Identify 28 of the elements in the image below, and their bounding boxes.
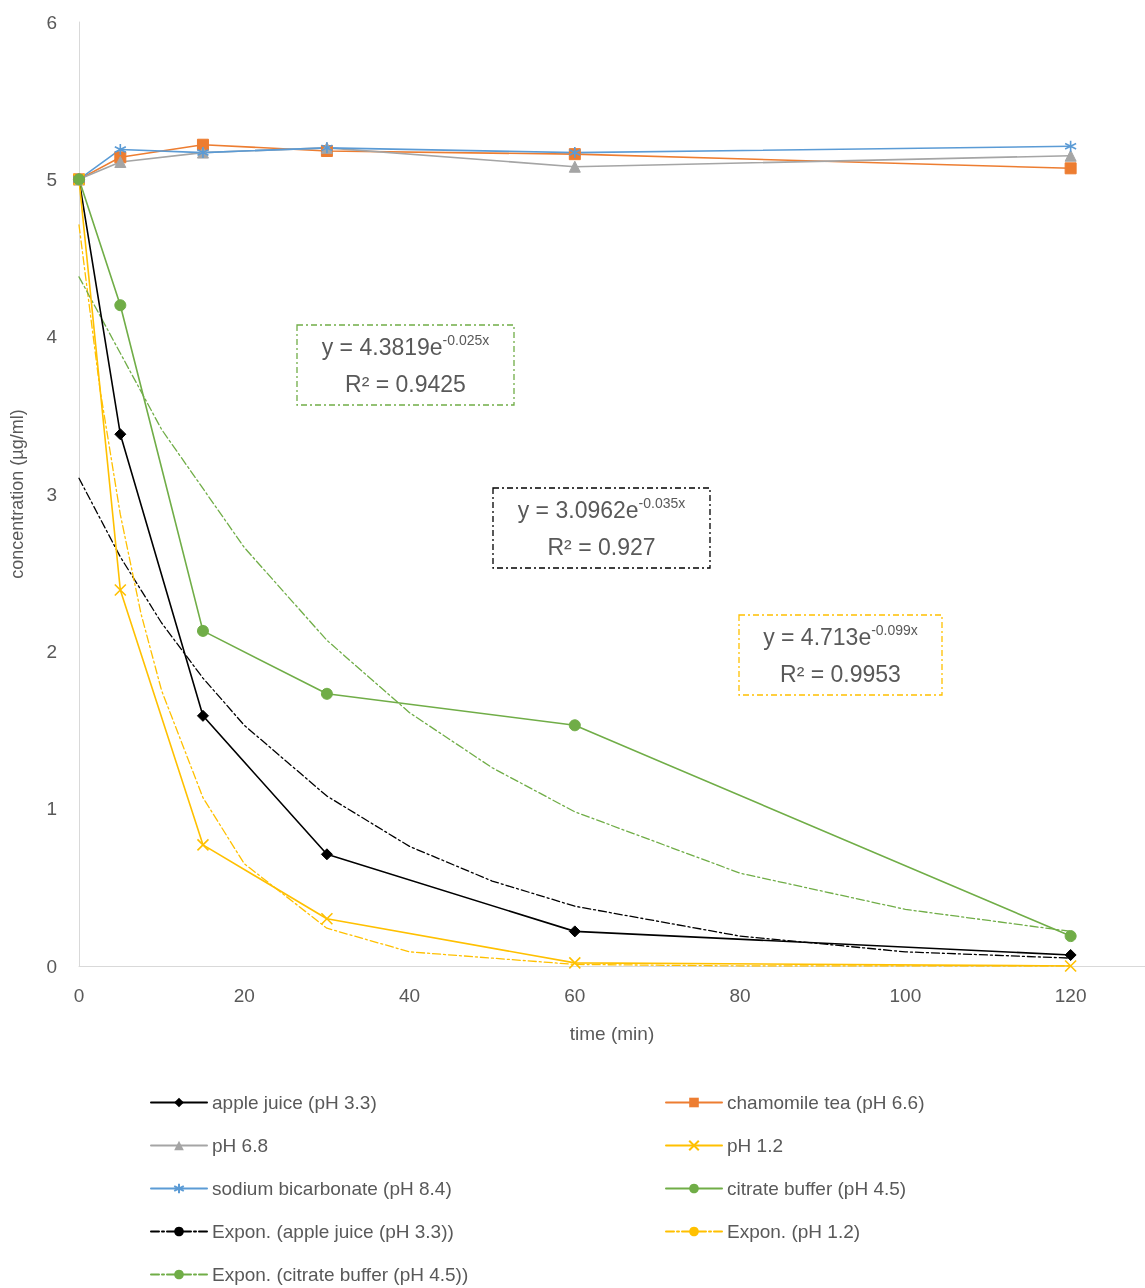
x-tick-label: 80	[729, 985, 751, 1006]
legend-label: chamomile tea (pH 6.6)	[727, 1092, 925, 1113]
y-tick-label: 1	[46, 798, 57, 820]
legend-label: pH 1.2	[727, 1135, 783, 1156]
x-tick-label: 60	[564, 985, 586, 1006]
x-tick-label: 0	[73, 985, 85, 1006]
legend-label: Expon. (pH 1.2)	[727, 1221, 861, 1242]
y-tick-label: 6	[46, 11, 57, 33]
x-tick-label: 40	[398, 985, 421, 1006]
annotation: R² = 0.9425	[345, 371, 466, 397]
legend-label: sodium bicarbonate (pH 8.4)	[212, 1178, 452, 1199]
annotation: R² = 0.9953	[780, 661, 901, 687]
y-tick-label: 4	[46, 326, 58, 348]
legend-label: Expon. (apple juice (pH 3.3))	[212, 1221, 454, 1242]
legend-label: citrate buffer (pH 4.5)	[727, 1178, 907, 1199]
x-tick-label: 100	[889, 985, 922, 1006]
y-tick-label: 0	[46, 955, 57, 977]
legend-label: Expon. (citrate buffer (pH 4.5))	[212, 1264, 469, 1285]
legend-label: apple juice (pH 3.3)	[212, 1092, 377, 1113]
y-tick-label: 3	[46, 483, 57, 505]
y-tick-label: 5	[46, 168, 57, 190]
y-axis-title: concentration (µg/ml)	[7, 409, 27, 579]
legend-label: pH 6.8	[212, 1135, 268, 1156]
x-tick-label: 120	[1054, 985, 1087, 1006]
x-tick-label: 20	[233, 985, 255, 1006]
annotation: R² = 0.927	[547, 534, 656, 560]
y-tick-label: 2	[46, 640, 57, 662]
x-axis-title: time (min)	[569, 1023, 655, 1044]
